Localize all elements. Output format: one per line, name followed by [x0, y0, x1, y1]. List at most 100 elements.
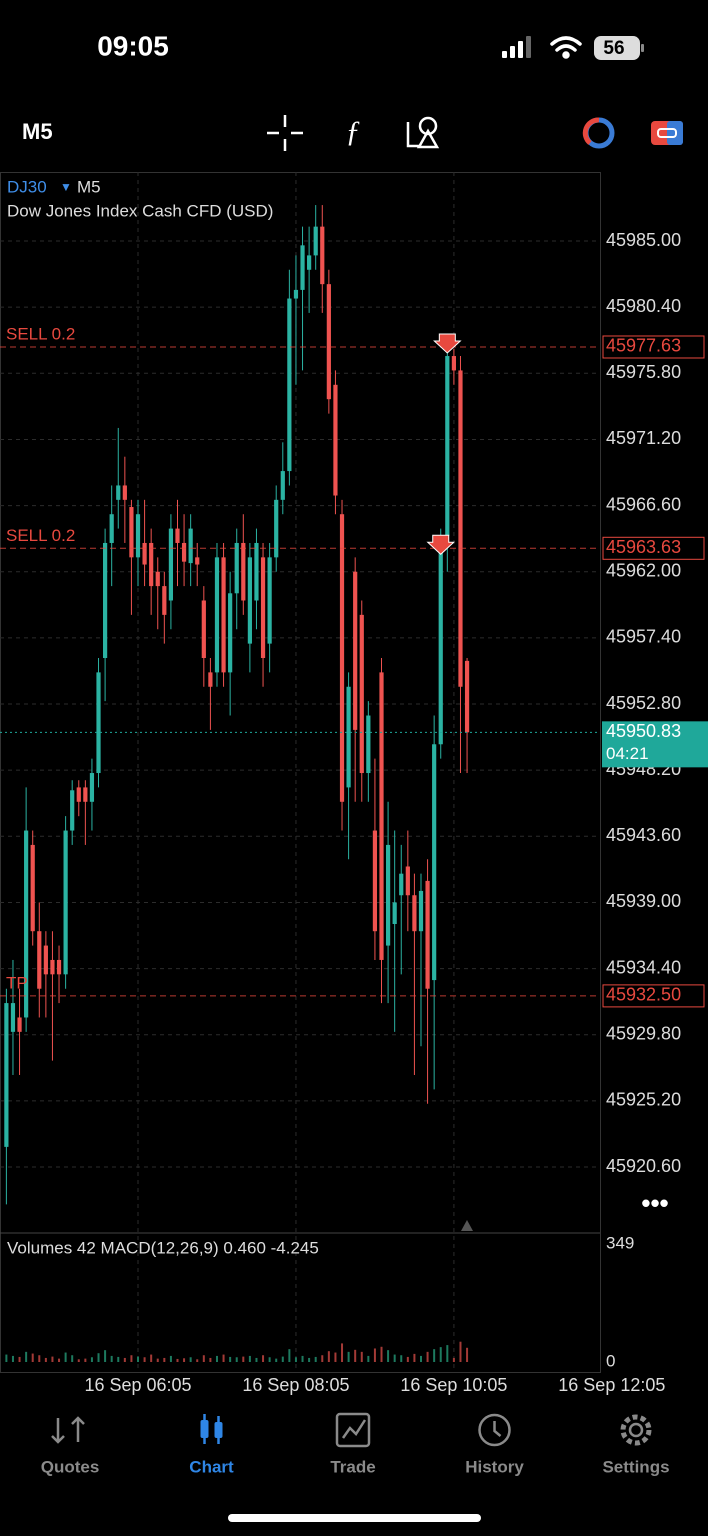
y-tick-label: 45966.60	[606, 494, 681, 514]
trade-session-icon[interactable]	[582, 117, 615, 149]
candle-body	[103, 542, 108, 659]
chart-title: Dow Jones Index Cash CFD (USD)	[7, 201, 273, 220]
volume-bar	[202, 1355, 205, 1362]
candle-body	[293, 289, 299, 299]
candle-body	[129, 507, 134, 558]
symbol-dropdown[interactable]: ▼	[60, 180, 72, 194]
home-indicator	[228, 1514, 481, 1522]
tab-3[interactable]: History	[465, 1413, 524, 1476]
order-label: SELL 0.2	[6, 324, 75, 343]
indicators-button[interactable]: ƒ	[346, 115, 361, 148]
candle-body	[201, 600, 206, 659]
tab-label: Chart	[189, 1457, 234, 1476]
volume-bar	[452, 1357, 455, 1362]
volume-bar	[426, 1351, 429, 1362]
y-tick-label: 45934.40	[606, 957, 681, 977]
volume-bar	[367, 1355, 370, 1362]
order-price: 45963.63	[606, 537, 681, 557]
candle-body	[385, 844, 391, 946]
tab-icon	[335, 1412, 371, 1448]
volume-bar	[117, 1356, 120, 1362]
volume-bar	[466, 1347, 469, 1362]
candle-body	[83, 787, 88, 802]
tab-icon	[200, 1414, 223, 1444]
volume-bar	[400, 1355, 403, 1362]
tab-label: Quotes	[41, 1457, 100, 1476]
more-button[interactable]: •••	[641, 1188, 668, 1218]
volume-bar	[123, 1357, 126, 1362]
x-tick-label: 16 Sep 10:05	[400, 1375, 507, 1395]
crosshair-button[interactable]	[267, 115, 303, 151]
candle-body	[109, 514, 114, 543]
candle-body	[168, 528, 174, 601]
symbol[interactable]: DJ30	[7, 177, 47, 196]
volume-bar	[189, 1357, 192, 1362]
candle-body	[24, 830, 29, 1018]
candle-body	[43, 945, 48, 975]
candle-body	[359, 614, 364, 774]
candle-body	[326, 284, 331, 400]
volume-bar	[183, 1358, 186, 1362]
volume-bar	[327, 1351, 330, 1362]
volume-bar	[281, 1356, 284, 1362]
candle-body	[445, 356, 450, 536]
candle-body	[56, 959, 62, 975]
candle-body	[63, 830, 68, 975]
bar-countdown: 04:21	[606, 744, 649, 763]
volume-bar	[459, 1341, 462, 1362]
candle-body	[122, 485, 127, 500]
volume-bar	[387, 1350, 390, 1362]
one-click-icon[interactable]	[651, 121, 683, 145]
timeframe-button[interactable]: M5	[22, 119, 53, 144]
x-tick-label: 16 Sep 08:05	[242, 1375, 349, 1395]
grid: 45985.00 45980.40 45975.80 45971.20 45966.60…	[0, 172, 681, 1395]
volume-bar	[97, 1353, 100, 1362]
candle-body	[188, 528, 193, 564]
candle-body	[4, 1003, 9, 1147]
candle-body	[10, 1003, 16, 1032]
chart-timeframe: M5	[77, 177, 101, 196]
candle-body	[214, 557, 220, 673]
tab-1[interactable]: Chart	[189, 1414, 234, 1476]
candle-body	[372, 830, 378, 932]
y-tick-label: 45980.40	[606, 296, 681, 316]
volume-bar	[275, 1358, 278, 1362]
candle-body	[339, 514, 345, 802]
order-price: 45932.50	[606, 985, 681, 1005]
candle-body	[379, 672, 384, 960]
objects-button[interactable]	[406, 116, 440, 149]
indicator-title: Volumes 42 MACD(12,26,9) 0.460 -4.245	[7, 1238, 319, 1257]
candle-body	[267, 557, 272, 644]
volume-bar	[235, 1357, 238, 1362]
volume-bar	[419, 1355, 422, 1362]
signal-icon	[502, 36, 531, 58]
candle-body	[135, 514, 141, 558]
y-tick-label: 45971.20	[606, 428, 681, 448]
tab-4[interactable]: Settings	[602, 1414, 670, 1476]
y-tick-label: 45929.80	[606, 1023, 681, 1043]
volume-bar	[196, 1359, 199, 1362]
tab-icon	[51, 1416, 85, 1444]
candle-body	[280, 471, 285, 500]
tab-2[interactable]: Trade	[330, 1412, 376, 1476]
candle-body	[17, 1017, 22, 1032]
x-tick-label: 16 Sep 12:05	[558, 1375, 665, 1395]
last-price: 45950.83	[606, 721, 681, 741]
tab-0[interactable]: Quotes	[41, 1416, 100, 1476]
wifi-icon	[550, 36, 582, 59]
y-tick-label: 45962.00	[606, 560, 681, 580]
volume-bar	[334, 1352, 337, 1362]
volume-bar	[143, 1357, 146, 1362]
tab-label: Trade	[330, 1457, 375, 1476]
candle-body	[438, 535, 443, 745]
candle-body	[300, 245, 305, 290]
volume-bar	[413, 1353, 416, 1362]
candle-body	[353, 571, 358, 730]
tab-label: Settings	[602, 1457, 669, 1476]
volume-bar	[137, 1356, 140, 1362]
last-price-box	[602, 721, 708, 768]
volume-bar	[104, 1350, 107, 1362]
volume-bar	[38, 1355, 41, 1362]
candle-body	[458, 370, 463, 687]
volume-bar	[347, 1351, 350, 1362]
